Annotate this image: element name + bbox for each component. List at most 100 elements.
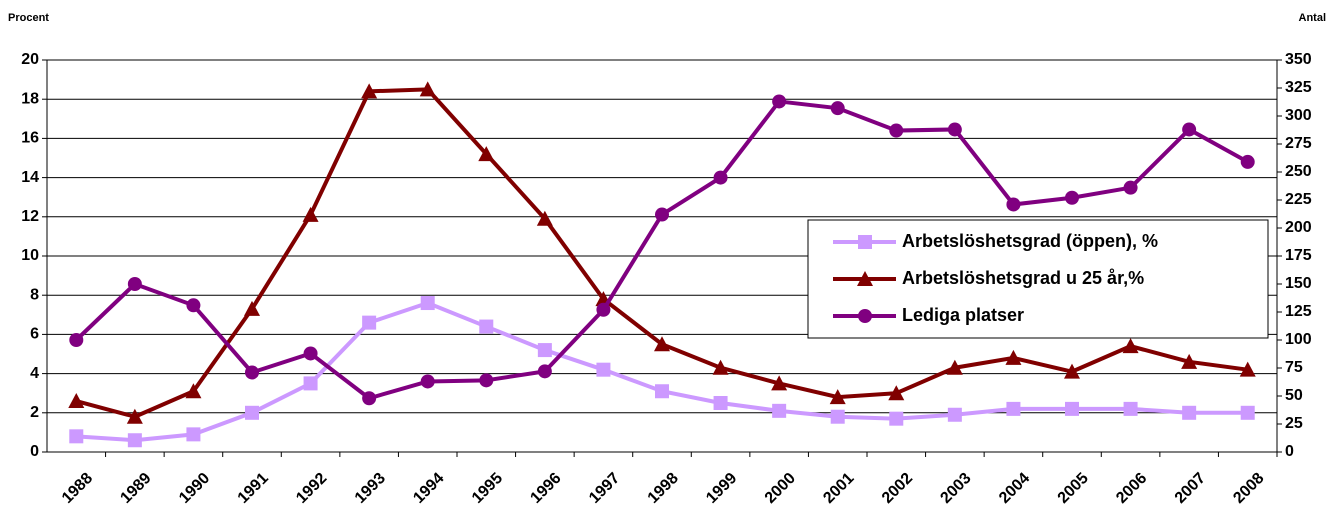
point: [69, 333, 84, 347]
point: [127, 277, 142, 291]
point: [947, 407, 962, 422]
point: [361, 83, 378, 99]
x-tick-label: 1998: [645, 470, 682, 507]
x-tick-label: 2005: [1055, 470, 1092, 507]
point: [245, 365, 259, 380]
point: [479, 373, 494, 388]
point: [536, 210, 553, 226]
point: [830, 409, 845, 424]
y-tick-label: 16: [21, 130, 39, 147]
point: [185, 383, 202, 399]
point: [889, 411, 904, 426]
y-tick-label: 6: [30, 326, 39, 343]
point: [654, 336, 670, 352]
point: [1065, 190, 1079, 205]
point: [772, 403, 787, 418]
point: [596, 302, 611, 317]
y-tick-label: 20: [21, 51, 39, 68]
point: [889, 123, 904, 138]
point: [302, 206, 319, 222]
y2-tick-label: 0: [1285, 443, 1294, 460]
point: [596, 362, 611, 377]
x-tick-label: 2007: [1172, 470, 1209, 507]
point: [1181, 353, 1198, 369]
y2-tick-label: 175: [1285, 247, 1312, 264]
x-tick-label: 1999: [703, 470, 740, 507]
y-tick-label: 14: [21, 169, 39, 186]
x-tick-label: 1997: [586, 470, 623, 507]
x-tick-label: 2008: [1230, 470, 1267, 507]
point: [857, 271, 873, 286]
y2-tick-label: 25: [1285, 415, 1303, 432]
point: [126, 408, 143, 424]
point: [1123, 401, 1138, 416]
point: [830, 101, 845, 116]
x-tick-label: 2001: [820, 470, 857, 507]
point: [127, 433, 142, 448]
point: [1240, 154, 1255, 169]
y-tick-label: 8: [30, 286, 39, 303]
point: [186, 298, 201, 313]
y2-tick-label: 100: [1285, 331, 1312, 348]
legend-label: Arbetslöshetsgrad (öppen), %: [902, 231, 1158, 251]
y-tick-label: 12: [21, 208, 39, 225]
y-axis-label: Procent: [8, 12, 49, 24]
y-tick-label: 10: [21, 247, 39, 264]
y-tick-label: 18: [21, 90, 39, 107]
y2-tick-label: 325: [1285, 79, 1312, 96]
point: [1240, 405, 1255, 420]
point: [537, 343, 552, 358]
x-tick-label: 2006: [1113, 470, 1150, 507]
point: [419, 81, 436, 97]
point: [1005, 349, 1022, 365]
point: [362, 315, 377, 330]
point: [479, 319, 494, 334]
point: [362, 391, 377, 406]
point: [771, 375, 788, 391]
x-tick-label: 1996: [527, 470, 564, 507]
point: [1064, 363, 1080, 379]
x-tick-label: 1993: [352, 470, 389, 507]
y2-axis-label: Antal: [1299, 12, 1327, 24]
point: [420, 374, 435, 389]
point: [478, 146, 495, 162]
point: [186, 427, 201, 442]
y2-tick-label: 125: [1285, 303, 1312, 320]
x-tick-label: 2003: [937, 470, 974, 507]
y2-tick-label: 275: [1285, 135, 1312, 152]
x-tick-label: 1991: [235, 470, 272, 507]
y2-tick-label: 250: [1285, 163, 1312, 180]
point: [1122, 338, 1139, 354]
x-tick-label: 2002: [879, 470, 916, 507]
point: [947, 122, 962, 137]
y-tick-label: 4: [30, 365, 39, 382]
point: [1123, 180, 1138, 195]
point: [303, 346, 318, 361]
y2-tick-label: 200: [1285, 219, 1312, 236]
point: [655, 207, 669, 222]
legend-label: Arbetslöshetsgrad u 25 år,%: [902, 268, 1144, 288]
point: [655, 384, 669, 399]
point: [537, 364, 552, 379]
point: [1006, 197, 1021, 212]
point: [1182, 405, 1197, 420]
point: [1065, 401, 1079, 416]
point: [772, 94, 787, 109]
point: [303, 376, 318, 391]
x-tick-label: 1995: [469, 470, 506, 507]
point: [712, 359, 729, 375]
point: [1239, 361, 1256, 377]
x-tick-label: 2000: [762, 470, 799, 507]
y2-tick-label: 150: [1285, 275, 1312, 292]
x-tick-label: 1994: [410, 470, 447, 507]
x-tick-label: 1989: [117, 470, 154, 507]
x-tick-label: 1992: [293, 470, 330, 507]
point: [244, 300, 260, 316]
y2-tick-label: 300: [1285, 107, 1312, 124]
point: [946, 359, 963, 375]
y2-tick-label: 75: [1285, 359, 1303, 376]
y2-tick-label: 50: [1285, 387, 1303, 404]
point: [713, 170, 728, 185]
y-tick-label: 2: [30, 404, 39, 421]
